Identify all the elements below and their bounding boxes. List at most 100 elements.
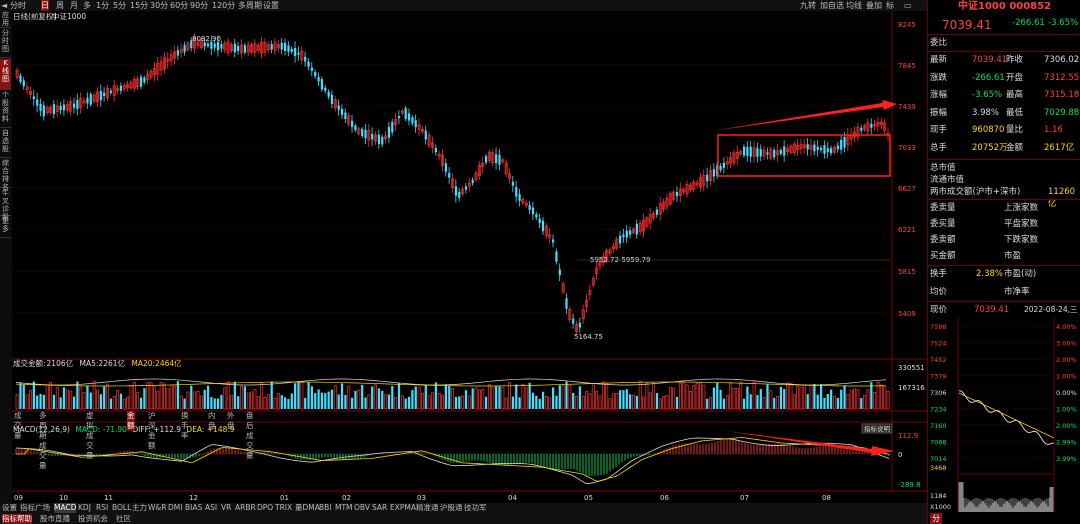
period-tab-6[interactable]: 5分 <box>113 1 127 10</box>
minimize-icon[interactable]: ▭ <box>904 1 912 10</box>
volume-bar <box>19 383 22 409</box>
indicator-tab-6[interactable]: 内盘 <box>208 411 216 430</box>
candle-body <box>448 173 451 178</box>
candle-body <box>595 267 599 274</box>
back-icon[interactable]: ◄ <box>1 1 8 10</box>
volume-bar <box>156 391 160 410</box>
bottom-indicator-13[interactable]: TRIX <box>275 503 293 512</box>
toolbar-right-3[interactable]: 叠加 <box>866 1 882 10</box>
period-tab-0[interactable]: 分时 <box>10 1 26 10</box>
bottom-indicator-19[interactable]: EXPMA <box>390 503 417 512</box>
candle-body <box>381 136 384 145</box>
sidebar-tab-5[interactable]: 综合排名 <box>0 159 11 191</box>
sidebar-tab-7[interactable]: 更多 <box>0 217 11 238</box>
indicator-tab-4[interactable]: 沪深金额 <box>148 411 156 450</box>
volume-bar <box>153 386 156 410</box>
period-tab-2[interactable]: 周 <box>56 1 64 10</box>
candle-body <box>883 122 887 131</box>
volume-bar <box>357 389 361 410</box>
indicator-help-button[interactable] <box>861 423 893 434</box>
bottom-indicator-2[interactable]: KDJ <box>78 503 91 512</box>
volume-bar <box>217 398 220 409</box>
period-tab-4[interactable]: 多 <box>83 1 91 10</box>
intraday-mini-chart[interactable]: 7598 4.00% 7524 3.00% 7452 2.00% 7379 1.00% 7306… <box>928 318 1080 512</box>
volume-bar <box>314 393 317 409</box>
bottom-indicator-7[interactable]: DMI <box>168 503 183 512</box>
avg-price-label: 均价 <box>930 287 948 297</box>
bottom-indicator-14[interactable]: 量DMA <box>295 503 320 512</box>
volume-bar <box>642 396 646 410</box>
bottom-indicator-6[interactable]: W&R <box>148 503 167 512</box>
indicator-tab-1[interactable]: 多周期成交量 <box>39 411 47 470</box>
bottom-indicator-5[interactable]: 主力 <box>132 503 147 512</box>
volume-bar <box>166 388 170 410</box>
bottom-link-1[interactable]: 股市直播 <box>40 514 70 523</box>
bottom-indicator-16[interactable]: MTM <box>335 503 353 512</box>
toolbar-right-4[interactable]: 标 <box>886 1 894 10</box>
toolbar-right-1[interactable]: 加自选 <box>820 1 844 10</box>
toolbar-right-2[interactable]: 均线 <box>846 1 862 10</box>
period-tab-1[interactable]: 日 <box>41 0 49 11</box>
bottom-indicator-0[interactable]: 设置 <box>2 503 17 512</box>
bottom-indicator-3[interactable]: RSI <box>96 503 109 512</box>
toolbar-right-0[interactable]: 九转 <box>800 1 816 10</box>
volume-bar <box>89 392 92 409</box>
kline-chart[interactable]: 8245 7845 7439 7033 6627 6221 5815 5409 330551 16… <box>12 11 927 503</box>
period-tab-11[interactable]: 120分 <box>212 1 236 10</box>
volume-bar <box>304 397 307 409</box>
period-tab-8[interactable]: 30分 <box>150 1 169 10</box>
sidebar-tab-1[interactable]: 分时图 <box>0 29 11 58</box>
volume-bar <box>518 397 521 409</box>
period-tab-3[interactable]: 月 <box>70 1 78 10</box>
mini-tab-fen[interactable]: 分 <box>930 513 942 524</box>
sidebar-tab-3[interactable]: 个股资料 <box>0 91 11 128</box>
indicator-tab-2[interactable]: 虚拟成交量 <box>86 411 94 460</box>
candle-body <box>32 96 35 100</box>
bottom-indicator-21[interactable]: 沪股通 <box>440 503 463 512</box>
bottom-link-3[interactable]: 社区 <box>116 514 131 523</box>
bottom-indicator-9[interactable]: ASI <box>205 503 218 512</box>
volume-bar <box>384 394 388 410</box>
indicator-square[interactable]: 指标广场 <box>20 503 50 512</box>
period-tab-7[interactable]: 15分 <box>130 1 149 10</box>
bottom-indicator-10[interactable]: VR <box>221 503 232 512</box>
period-tab-10[interactable]: 90分 <box>190 1 209 10</box>
period-tab-13[interactable]: 设置 <box>263 1 279 10</box>
bottom-indicator-8[interactable]: BIAS <box>185 503 203 512</box>
indicator-tab-5[interactable]: 换手率 <box>181 411 189 440</box>
candle-body <box>879 121 883 126</box>
bottom-indicator-20[interactable]: 精准通 <box>416 503 439 512</box>
indicator-tab-0[interactable]: 成交量 <box>14 411 22 440</box>
volume-bar <box>377 388 380 409</box>
sidebar-tab-6[interactable]: 牛叉诊股 <box>0 189 11 221</box>
bottom-indicator-15[interactable]: BBI <box>319 503 332 512</box>
period-tab-12[interactable]: 多周期 <box>238 1 262 10</box>
volume-bar <box>206 385 210 409</box>
candle-body <box>163 57 166 69</box>
period-tab-5[interactable]: 1分 <box>96 1 110 10</box>
indicator-tab-8[interactable]: 盘后成交量 <box>246 411 254 460</box>
bottom-indicator-12[interactable]: DPO <box>257 503 274 512</box>
volume-bar <box>210 397 213 409</box>
volume-bar <box>361 384 364 409</box>
candle-body <box>518 194 521 201</box>
candle-body <box>485 156 488 163</box>
bottom-link-2[interactable]: 投资机会 <box>78 514 108 523</box>
sidebar-tab-0[interactable]: 应用 <box>0 11 11 28</box>
period-tab-9[interactable]: 60分 <box>170 1 189 10</box>
sidebar-tab-2[interactable]: K线图 <box>0 59 11 90</box>
bottom-indicator-4[interactable]: BOLL <box>112 503 132 512</box>
indicator-tab-3[interactable]: 金额 <box>127 411 135 431</box>
candle-body <box>809 145 813 150</box>
bottom-indicator-18[interactable]: SAR <box>372 503 388 512</box>
sidebar-tab-4[interactable]: 自选股 <box>0 129 11 158</box>
bottom-indicator-11[interactable]: ARBR <box>235 503 256 512</box>
bottom-link-0[interactable]: 指标帮助 <box>2 514 32 524</box>
candle-body <box>508 173 512 179</box>
bottom-indicator-22[interactable]: 技功军 <box>464 503 487 512</box>
candle-body <box>833 147 836 153</box>
volume-bar <box>876 381 880 410</box>
indicator-tab-7[interactable]: 外盘 <box>227 411 235 430</box>
bottom-indicator-1[interactable]: MACD <box>54 503 77 513</box>
bottom-indicator-17[interactable]: OBV <box>354 503 370 512</box>
